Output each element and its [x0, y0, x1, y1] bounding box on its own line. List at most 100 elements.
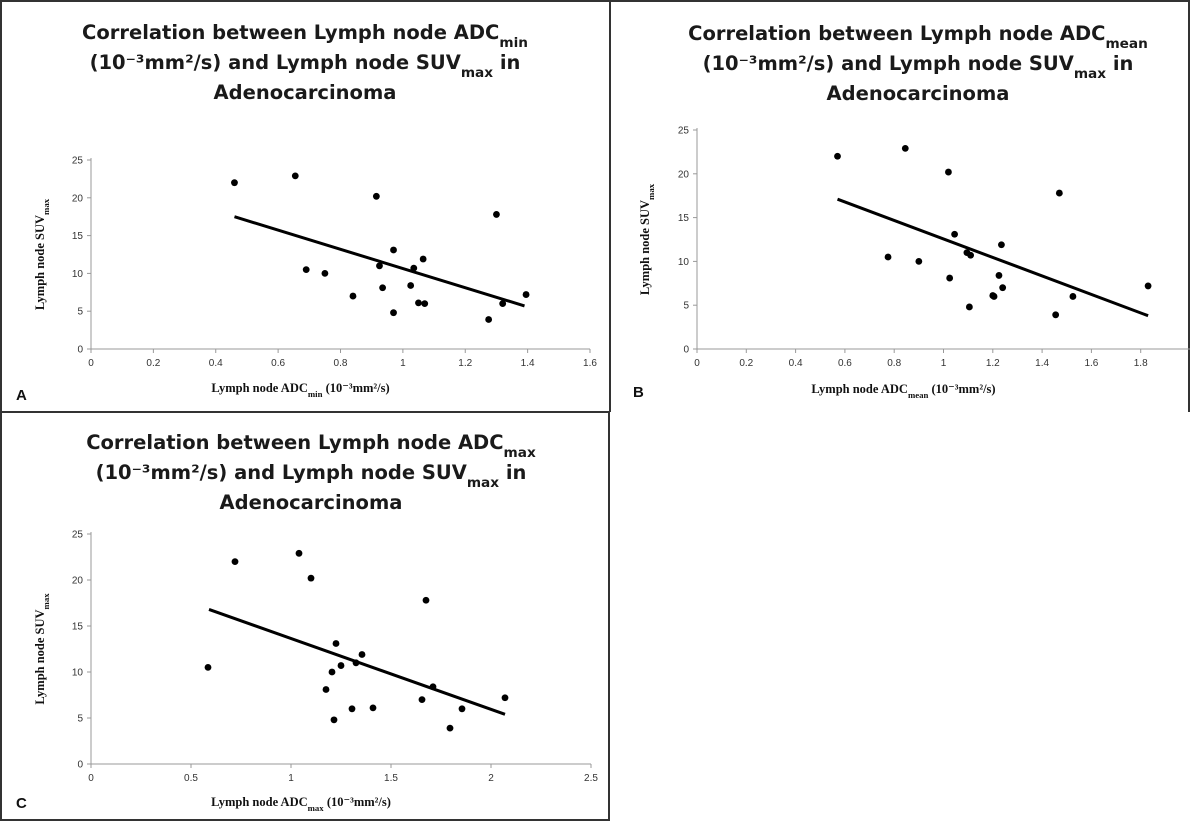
panel-letter-b: B — [633, 384, 644, 401]
y-tick-label: 5 — [683, 301, 689, 312]
chart-c-svg: Correlation between Lymph node ADCmax(10… — [33, 431, 598, 813]
data-point-c-6 — [328, 668, 336, 676]
data-point-b-6 — [946, 274, 954, 282]
chart-panel-a: Correlation between Lymph node ADCmin (10… — [0, 0, 610, 412]
y-tick-label: 5 — [77, 307, 83, 318]
x-tick-label: 1.4 — [1035, 358, 1049, 369]
x-tick-label: 2 — [488, 773, 494, 784]
y-tick-label: 0 — [77, 345, 83, 356]
data-point-a-19 — [522, 291, 530, 298]
data-point-c-16 — [429, 683, 437, 691]
data-point-c-14 — [418, 696, 426, 703]
y-tick-label: 0 — [77, 760, 83, 771]
data-point-b-9 — [965, 303, 973, 311]
chart-panel-c: Correlation between Lymph node ADCmax (10… — [0, 411, 610, 821]
x-tick-label: 0.5 — [184, 773, 198, 784]
data-point-a-14 — [419, 255, 427, 263]
chart-title-line1: Correlation between Lymph node ADCmax — [86, 431, 536, 461]
y-tick-label: 0 — [683, 345, 689, 356]
data-point-a-15 — [421, 300, 429, 308]
data-point-c-10 — [348, 705, 356, 713]
data-point-b-17 — [1055, 189, 1063, 197]
x-tick-label: 1.6 — [583, 358, 597, 369]
data-point-c-7 — [330, 716, 338, 724]
chart-panel-b: Correlation between Lymph node ADCmean (1… — [609, 0, 1190, 412]
chart-title-line3: Adenocarcinoma — [220, 491, 403, 514]
x-tick-label: 0.4 — [209, 358, 223, 369]
data-point-c-9 — [337, 662, 345, 669]
chart-title-line2: (10⁻³mm²/s) and Lymph node SUVmax in — [96, 461, 527, 491]
x-tick-label: 0 — [88, 773, 94, 784]
data-point-b-5 — [945, 168, 952, 176]
y-tick-label: 20 — [72, 576, 84, 587]
x-tick-label: 0.8 — [887, 358, 901, 369]
y-tick-label: 20 — [72, 193, 84, 204]
x-axis-label: Lymph node ADCmin (10⁻³mm²/s) — [211, 381, 389, 399]
y-tick-label: 25 — [72, 530, 84, 541]
data-point-c-4 — [307, 574, 315, 582]
data-point-a-11 — [407, 282, 415, 289]
data-point-b-13 — [995, 272, 1003, 279]
data-point-a-16 — [485, 316, 493, 323]
data-point-a-9 — [390, 246, 397, 254]
data-point-b-19 — [1144, 282, 1152, 290]
x-tick-label: 0 — [88, 358, 94, 369]
x-tick-label: 1.5 — [384, 773, 398, 784]
y-tick-label: 15 — [678, 213, 690, 224]
y-tick-label: 15 — [72, 622, 84, 633]
data-point-c-8 — [332, 640, 340, 647]
data-point-c-12 — [358, 651, 366, 658]
data-point-a-10 — [390, 309, 397, 317]
chart-a-svg: Correlation between Lymph node ADCmin(10… — [33, 21, 597, 399]
data-point-c-19 — [501, 694, 509, 702]
x-axis-label: Lymph node ADCmax (10⁻³mm²/s) — [211, 795, 391, 813]
x-tick-label: 0.6 — [271, 358, 285, 369]
data-point-a-17 — [493, 211, 500, 218]
panel-letter-a: A — [16, 387, 27, 404]
x-tick-label: 0.2 — [739, 358, 753, 369]
panel-letter-c: C — [16, 795, 27, 812]
data-point-b-1 — [834, 152, 841, 160]
y-axis-label: Lymph node SUVmax — [33, 593, 51, 705]
x-tick-label: 0.8 — [334, 358, 348, 369]
x-tick-label: 1.2 — [458, 358, 472, 369]
chart-title-line3: Adenocarcinoma — [214, 81, 397, 104]
chart-b-svg: Correlation between Lymph node ADCmean(1… — [638, 22, 1190, 400]
y-axis-label: Lymph node SUVmax — [33, 198, 51, 310]
data-point-b-18 — [1069, 293, 1077, 300]
data-point-a-18 — [499, 300, 507, 308]
y-tick-label: 5 — [77, 714, 83, 725]
y-tick-label: 20 — [678, 169, 690, 180]
data-point-a-7 — [376, 262, 383, 270]
data-point-c-5 — [322, 686, 330, 693]
data-point-a-8 — [379, 284, 387, 292]
y-tick-label: 10 — [72, 269, 84, 280]
data-point-a-3 — [302, 266, 310, 274]
x-tick-label: 1.8 — [1134, 358, 1148, 369]
x-tick-label: 0 — [694, 358, 700, 369]
y-tick-label: 10 — [678, 257, 690, 268]
data-point-a-6 — [372, 192, 380, 200]
data-point-b-15 — [999, 284, 1007, 292]
chart-title-line3: Adenocarcinoma — [827, 82, 1010, 105]
data-point-b-12 — [990, 293, 998, 300]
data-point-b-16 — [1052, 311, 1060, 319]
data-point-b-14 — [998, 241, 1005, 249]
trendline — [836, 197, 1149, 318]
data-point-b-3 — [901, 144, 909, 152]
y-tick-label: 25 — [678, 126, 690, 137]
x-tick-label: 1 — [400, 358, 406, 369]
data-point-a-12 — [410, 264, 418, 272]
data-point-c-2 — [231, 558, 239, 565]
chart-title-line1: Correlation between Lymph node ADCmean — [688, 22, 1148, 52]
data-point-c-18 — [458, 705, 466, 713]
y-tick-label: 25 — [72, 156, 84, 167]
data-point-a-5 — [349, 292, 357, 300]
y-tick-label: 15 — [72, 231, 84, 242]
chart-title-line2: (10⁻³mm²/s) and Lymph node SUVmax in — [703, 52, 1134, 82]
data-point-c-13 — [369, 704, 377, 712]
data-point-b-10 — [967, 251, 975, 259]
x-axis-label: Lymph node ADCmean (10⁻³mm²/s) — [811, 382, 995, 400]
x-tick-label: 0.6 — [838, 358, 852, 369]
trendline — [234, 215, 525, 308]
